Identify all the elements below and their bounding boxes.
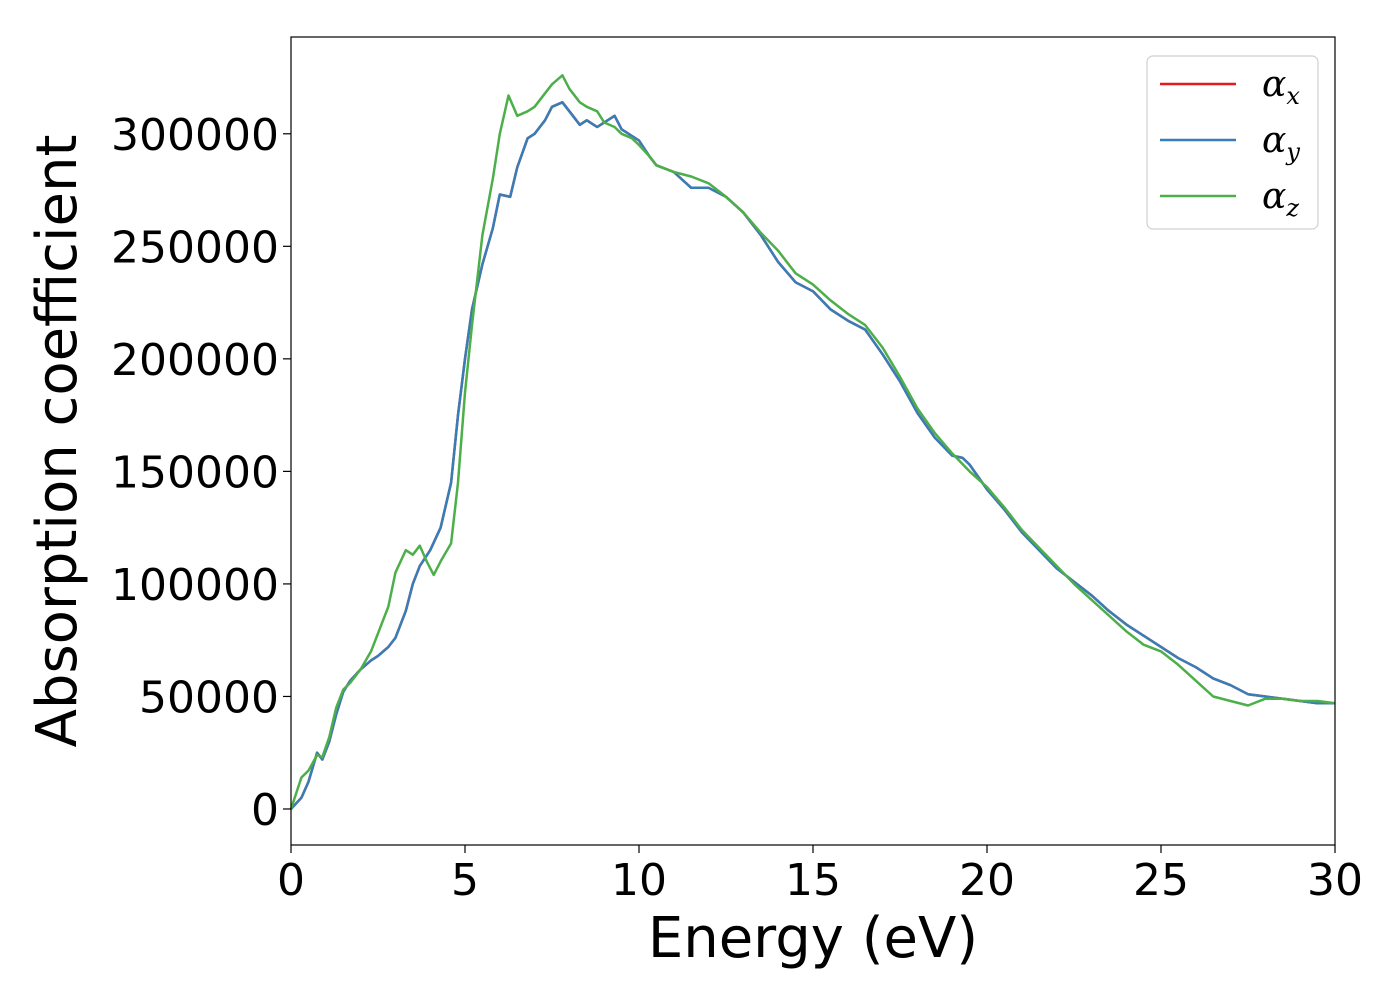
series-line-y — [290, 101, 1335, 810]
series-line-z — [289, 74, 1336, 810]
y-tick-label: 250000 — [111, 222, 279, 273]
y-axis: 0 50000 100000 150000 200000 250000 300000 — [111, 110, 291, 836]
x-tick-label: 30 — [1307, 855, 1363, 906]
y-tick-label: 100000 — [111, 560, 279, 611]
x-tick-label: 10 — [611, 855, 667, 906]
y-tick-label: 150000 — [111, 447, 279, 498]
legend-box — [1146, 55, 1319, 230]
y-tick-label: 200000 — [111, 335, 279, 386]
x-tick-label: 0 — [277, 855, 305, 906]
y-tick-label: 0 — [251, 785, 279, 836]
x-tick-label: 20 — [959, 855, 1015, 906]
x-tick-label: 15 — [785, 855, 841, 906]
y-axis-label: Absorption coefficient — [25, 135, 90, 748]
x-tick-label: 25 — [1133, 855, 1189, 906]
y-tick-label: 300000 — [111, 110, 279, 161]
x-tick-label: 5 — [451, 855, 479, 906]
x-axis: 0 5 10 15 20 25 30 — [277, 845, 1363, 906]
series-layer — [289, 74, 1336, 810]
y-tick-label: 50000 — [139, 672, 279, 723]
x-axis-label: Energy (eV) — [648, 906, 978, 971]
